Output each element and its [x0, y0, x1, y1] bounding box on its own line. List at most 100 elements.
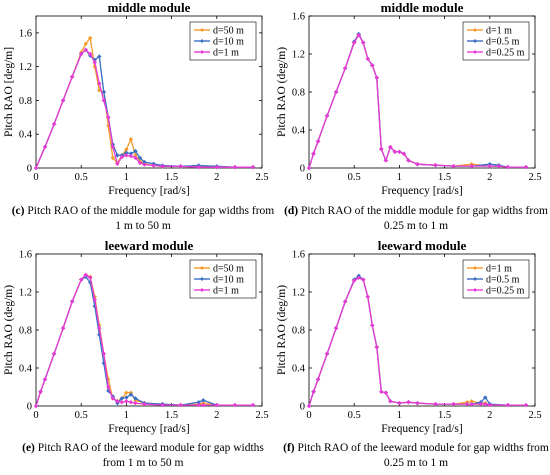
- legend-marker: [200, 50, 204, 54]
- data-point: [360, 277, 366, 282]
- series-d-1-m: [33, 47, 256, 171]
- data-point: [487, 402, 493, 408]
- data-point: [232, 402, 238, 408]
- data-point: [324, 351, 330, 357]
- x-tick-label: 2.5: [255, 172, 268, 183]
- legend-entry: d=10 m: [213, 37, 244, 48]
- y-tick-label: 0: [300, 402, 305, 413]
- data-point: [51, 121, 57, 127]
- data-point: [160, 164, 165, 169]
- data-point: [133, 148, 138, 154]
- data-point: [87, 51, 93, 57]
- data-point: [505, 402, 511, 408]
- caption-line-2: 1 m to 50 m: [115, 220, 171, 232]
- data-point: [128, 392, 134, 397]
- data-point: [124, 398, 129, 404]
- data-point: [196, 164, 202, 170]
- data-point: [333, 325, 339, 331]
- caption-line-1: (c) Pitch RAO of the middle module for g…: [12, 205, 275, 217]
- caption-line-2: from 1 m to 50 m: [103, 457, 184, 469]
- data-point: [137, 160, 143, 166]
- data-point: [92, 297, 98, 302]
- x-axis-label: Frequency [rad/s]: [381, 423, 462, 435]
- y-tick-label: 1.2: [292, 50, 305, 61]
- data-point: [306, 403, 312, 409]
- data-point: [401, 151, 407, 157]
- y-tick-label: 1.6: [19, 28, 32, 39]
- series-d-10-m: [33, 47, 256, 171]
- data-point: [406, 158, 411, 163]
- data-point: [369, 322, 375, 328]
- data-point: [478, 401, 484, 407]
- data-point: [69, 74, 75, 80]
- x-tick-label: 1: [124, 172, 129, 183]
- x-tick-label: 0.5: [348, 410, 361, 421]
- data-point: [383, 390, 389, 395]
- y-axis-label: Pitch RAO (deg/m): [3, 285, 15, 375]
- data-point: [369, 63, 375, 68]
- data-point: [365, 294, 371, 300]
- legend: d=1 md=0.5 md=0.25 m: [462, 259, 530, 299]
- data-point: [196, 402, 202, 408]
- data-point: [178, 402, 183, 408]
- data-point: [106, 384, 111, 390]
- x-tick-label: 0: [306, 410, 311, 421]
- y-tick-label: 0.8: [292, 88, 305, 99]
- data-point: [311, 151, 316, 157]
- data-point: [87, 275, 93, 281]
- data-point: [356, 32, 362, 38]
- x-tick-label: 2: [487, 410, 492, 421]
- data-point: [487, 163, 493, 169]
- data-point: [33, 403, 39, 409]
- y-tick-label: 0: [27, 402, 32, 413]
- data-point: [523, 164, 529, 170]
- legend-entry: d=0.25 m: [486, 48, 525, 59]
- legend-entry: d=1 m: [486, 26, 512, 37]
- chart-panel-4: leeward module 0 0.5 1 1.5 2 2.5 0 0.4 0.8 1.2 1.6 F…: [276, 238, 549, 469]
- chart-title: middle module: [381, 0, 464, 15]
- data-point: [365, 56, 371, 62]
- legend-marker: [473, 288, 477, 292]
- data-point: [178, 164, 183, 169]
- caption-line-1: (f) Pitch RAO of the leeward module for …: [283, 442, 549, 454]
- y-tick-label: 1.6: [292, 12, 305, 23]
- data-point: [379, 389, 384, 395]
- legend-marker: [200, 266, 204, 270]
- series-d-0-25-m: [306, 275, 529, 409]
- data-point: [101, 351, 107, 357]
- data-point: [306, 165, 312, 171]
- chart-title: leeward module: [105, 238, 194, 253]
- y-axis-label: Pitch RAO (deg/m): [276, 285, 288, 375]
- y-tick-label: 0.4: [19, 364, 33, 375]
- data-point: [119, 154, 125, 160]
- data-point: [469, 401, 475, 407]
- data-point: [51, 351, 57, 357]
- data-point: [324, 113, 330, 119]
- x-tick-label: 0.5: [348, 172, 361, 183]
- data-point: [87, 35, 93, 41]
- y-tick-label: 1.2: [19, 288, 32, 299]
- legend: d=1 md=0.5 md=0.25 m: [462, 21, 530, 61]
- chart-panel-3: leeward module 0 0.5 1 1.5 2 2.5 0 0.4 0.8 1.2 1.6 F…: [3, 238, 269, 469]
- data-point: [433, 162, 438, 168]
- data-point: [78, 51, 84, 57]
- data-point: [214, 164, 220, 170]
- y-tick-label: 0: [27, 164, 32, 175]
- chart-panel-2: middle module 0 0.5 1 1.5 2 2.5 0 0.4 0.8 1.2 1.6 Fr…: [276, 0, 548, 232]
- legend: d=50 md=10 md=1 m: [189, 259, 257, 299]
- x-tick-label: 0.5: [75, 172, 88, 183]
- caption-line-2: 0.25 m to 1 m: [384, 220, 448, 232]
- data-point: [128, 137, 134, 142]
- legend-entry: d=1 m: [213, 48, 239, 59]
- y-tick-label: 1.6: [19, 250, 32, 261]
- data-point: [110, 396, 116, 401]
- caption-line-1: (e) Pitch RAO of the leeward module for …: [22, 442, 264, 454]
- data-point: [33, 165, 39, 171]
- data-point: [250, 164, 256, 170]
- data-point: [119, 399, 125, 405]
- chart-title: leeward module: [378, 238, 467, 253]
- caption-text: Pitch RAO of the leeward module for gap …: [35, 442, 265, 454]
- data-point: [374, 75, 380, 81]
- data-point: [38, 389, 43, 395]
- data-point: [374, 344, 380, 350]
